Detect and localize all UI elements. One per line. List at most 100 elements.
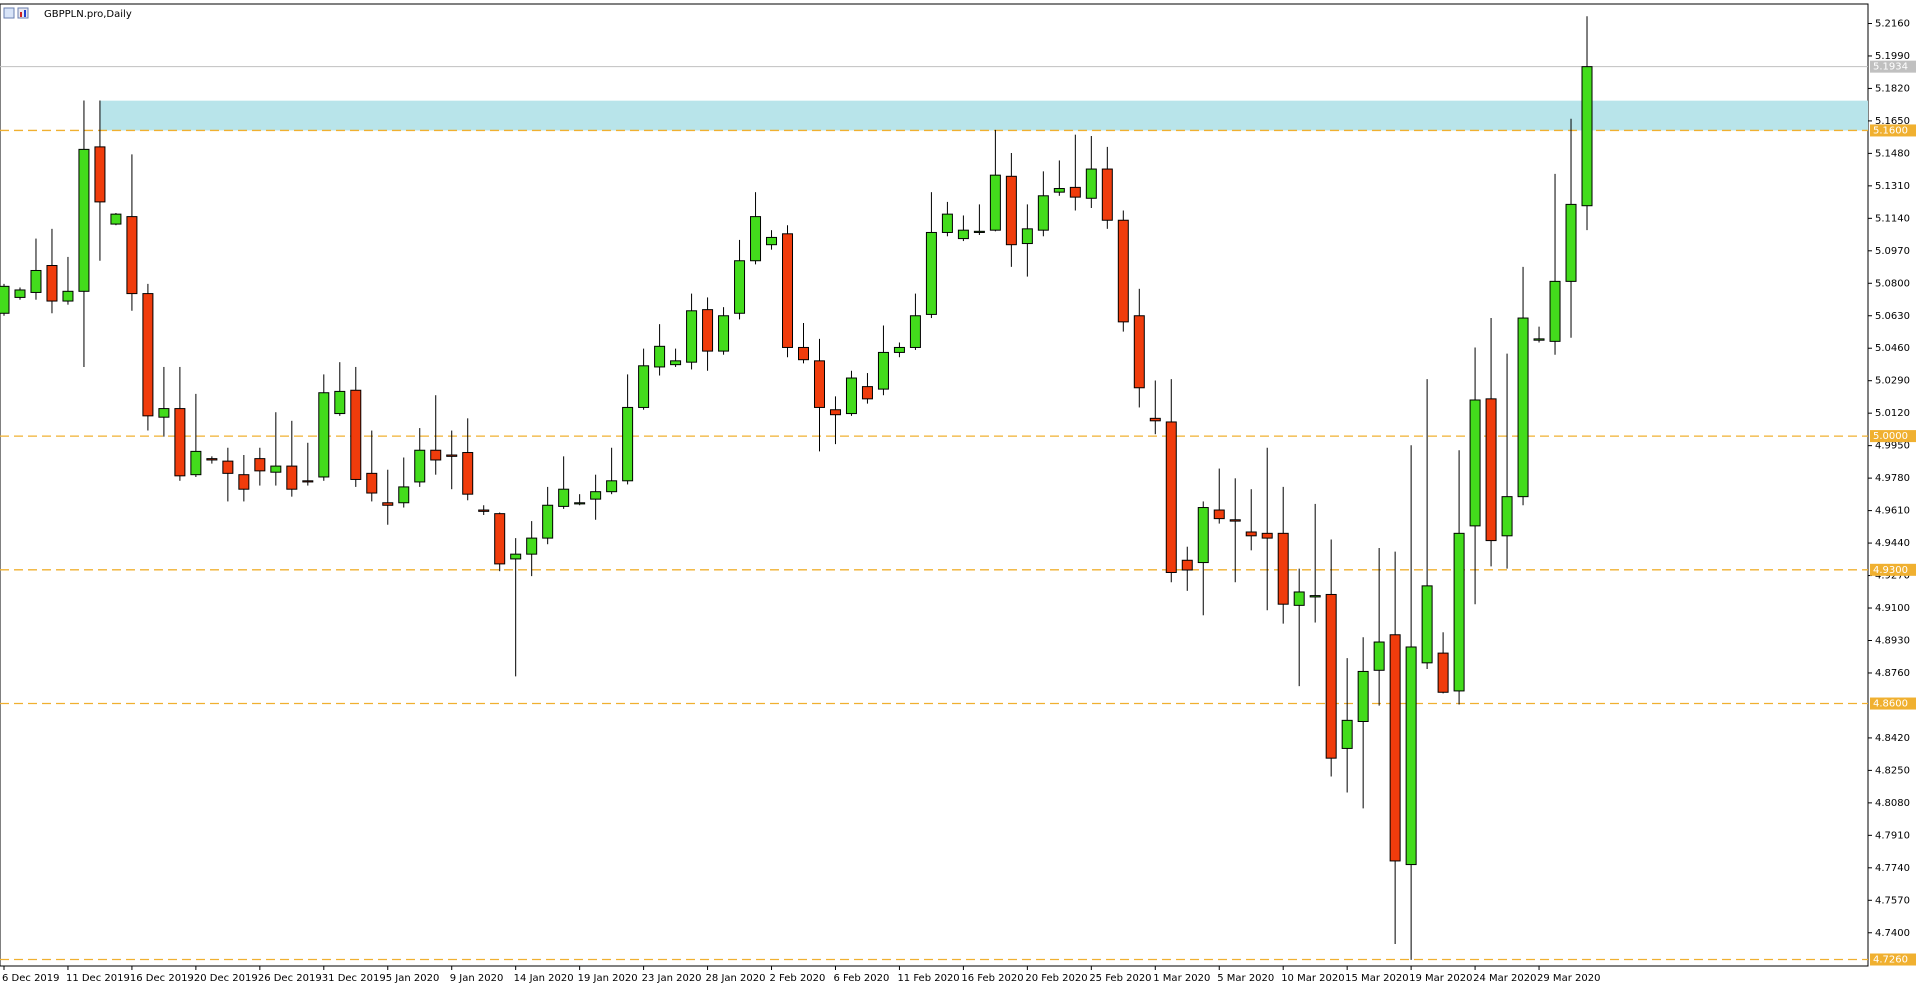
candle-body: [174, 408, 186, 477]
x-tick-label: 20 Feb 2020: [1025, 973, 1087, 984]
x-tick-label: 25 Feb 2020: [1089, 973, 1151, 984]
level-label: 5.1600: [1873, 125, 1908, 136]
candle-body: [1581, 66, 1593, 207]
candle-body: [558, 488, 570, 507]
candle-body: [286, 465, 298, 490]
candle-body: [1389, 634, 1401, 862]
axis-layer: 5.2160 5.1990 5.1820 5.1650 5.1480 5.1310 5.11…: [2, 18, 1916, 984]
candle-body: [622, 406, 634, 482]
candle-body: [1053, 188, 1065, 193]
candle-body: [510, 553, 522, 560]
candle-body: [446, 454, 458, 457]
candle-body: [1421, 585, 1433, 664]
candle-body: [398, 486, 410, 504]
candle-body: [430, 449, 442, 461]
candle-body: [94, 146, 106, 203]
x-tick-label: 1 Mar 2020: [1153, 973, 1210, 984]
y-tick-label: 5.0630: [1875, 311, 1910, 322]
x-tick-label: 16 Dec 2019: [130, 973, 194, 984]
x-tick-label: 20 Dec 2019: [194, 973, 258, 984]
y-tick-label: 5.1480: [1875, 148, 1910, 159]
candle-body: [1277, 532, 1289, 605]
level-layer: [0, 66, 1868, 961]
level-box: [1870, 430, 1916, 443]
candle-body: [1037, 195, 1049, 231]
y-tick-label: 5.1990: [1875, 51, 1910, 62]
candle-body: [318, 392, 330, 478]
y-tick-label: 5.1310: [1875, 181, 1910, 192]
y-tick-label: 4.7400: [1875, 928, 1910, 939]
y-tick-label: 5.0120: [1875, 408, 1910, 419]
candle-body: [606, 480, 618, 493]
chart-title: GBPPLN.pro,Daily: [44, 9, 132, 20]
candle-body: [750, 216, 762, 262]
candle-body: [766, 236, 778, 246]
candle-body: [1405, 646, 1417, 866]
y-tick-label: 4.9270: [1875, 571, 1910, 582]
x-tick-label: 14 Jan 2020: [514, 973, 574, 984]
candle-body: [302, 480, 314, 483]
level-box: [1870, 697, 1916, 710]
candle-body: [110, 213, 122, 225]
candle-body: [1021, 228, 1033, 245]
candle-body: [78, 148, 90, 292]
candle-body: [1501, 496, 1513, 537]
candle-body: [782, 233, 794, 348]
x-tick-label: 6 Feb 2020: [833, 973, 889, 984]
candle-body: [1165, 421, 1177, 573]
candle-body: [350, 389, 362, 480]
x-tick-label: 10 Mar 2020: [1281, 973, 1344, 984]
candle-body: [1149, 417, 1161, 422]
x-tick-label: 15 Mar 2020: [1345, 973, 1408, 984]
candle-body: [1197, 507, 1209, 564]
candle-body: [62, 290, 74, 302]
x-tick-label: 11 Feb 2020: [897, 973, 959, 984]
window-icon: [3, 7, 15, 19]
candle-body: [254, 458, 266, 472]
candle-body: [1181, 559, 1193, 571]
candle-body: [222, 460, 234, 474]
candle-body: [638, 365, 650, 408]
x-tick-label: 26 Dec 2019: [258, 973, 322, 984]
level-box: [1870, 563, 1916, 576]
candle-body: [1373, 641, 1385, 671]
candle-body: [973, 230, 985, 233]
y-tick-label: 4.8080: [1875, 798, 1910, 809]
candle-body: [893, 346, 905, 353]
candle-body: [925, 231, 937, 315]
candle-body: [686, 310, 698, 363]
candle-body: [270, 465, 282, 473]
x-tick-label: 6 Dec 2019: [2, 973, 60, 984]
candle-body: [1341, 719, 1353, 749]
candle-body: [1533, 338, 1545, 341]
candle-body: [1261, 532, 1273, 539]
candle-body: [877, 351, 889, 390]
chart-icon: [17, 7, 29, 19]
y-tick-label: 5.2160: [1875, 18, 1910, 29]
y-tick-label: 5.0970: [1875, 246, 1910, 257]
y-tick-label: 4.8760: [1875, 668, 1910, 679]
candle-body: [590, 491, 602, 500]
candle-body: [1469, 399, 1481, 527]
x-tick-label: 2 Feb 2020: [770, 973, 826, 984]
x-tick-label: 24 Mar 2020: [1473, 973, 1536, 984]
candle-body: [366, 472, 378, 494]
candle-body: [574, 502, 586, 505]
x-tick-label: 19 Mar 2020: [1409, 973, 1472, 984]
candle-body: [382, 502, 394, 506]
y-tick-label: 4.7910: [1875, 830, 1910, 841]
y-tick-label: 4.9440: [1875, 538, 1910, 549]
candle-body: [941, 213, 953, 233]
plot-frame: [0, 3, 1869, 967]
candle-body: [1325, 593, 1337, 759]
candle-body: [30, 269, 42, 293]
candle-body: [1437, 652, 1449, 693]
zone: [100, 100, 1868, 131]
candle-body: [1005, 175, 1017, 246]
candle-body: [494, 513, 506, 565]
y-tick-label: 4.9780: [1875, 473, 1910, 484]
candle-body: [654, 345, 666, 368]
x-tick-label: 19 Jan 2020: [578, 973, 638, 984]
y-tick-label: 4.9950: [1875, 441, 1910, 452]
candle-body: [1517, 317, 1529, 498]
